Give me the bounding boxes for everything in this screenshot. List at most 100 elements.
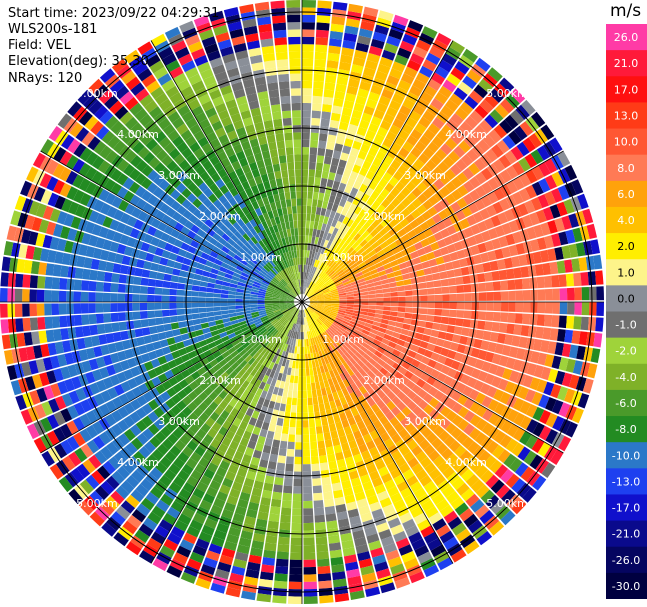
velocity-gate <box>521 278 531 290</box>
velocity-gate <box>157 221 168 232</box>
velocity-gate <box>6 225 17 241</box>
velocity-gate <box>288 176 296 185</box>
velocity-gate <box>127 514 142 529</box>
velocity-gate <box>262 398 270 408</box>
velocity-gate <box>312 88 324 97</box>
velocity-gate <box>324 505 336 515</box>
velocity-gate <box>302 73 313 82</box>
velocity-gate <box>28 231 39 246</box>
velocity-gate <box>210 268 219 275</box>
velocity-gate <box>544 174 558 190</box>
colorbar-tick-label: -26.0 <box>612 554 640 567</box>
velocity-gate <box>272 303 280 306</box>
velocity-gate <box>312 267 317 275</box>
velocity-gate <box>433 425 445 437</box>
velocity-gate <box>317 269 323 277</box>
colorbar-bin <box>606 363 647 391</box>
velocity-gate <box>104 178 116 192</box>
velocity-gate <box>340 114 351 124</box>
velocity-gate <box>456 293 465 302</box>
velocity-gate <box>263 414 272 424</box>
velocity-gate <box>323 294 332 298</box>
velocity-gate <box>544 191 556 206</box>
velocity-gate <box>512 427 526 442</box>
velocity-gate <box>333 489 344 499</box>
velocity-gate <box>485 311 494 321</box>
velocity-gate <box>441 309 450 317</box>
velocity-gate <box>371 200 381 210</box>
velocity-gate <box>482 73 498 88</box>
velocity-gate <box>172 211 182 222</box>
velocity-gate <box>208 193 218 204</box>
velocity-gate <box>148 399 159 411</box>
velocity-gate <box>31 331 40 345</box>
velocity-gate <box>38 262 47 275</box>
velocity-gate <box>363 457 374 467</box>
velocity-gate <box>331 305 340 308</box>
velocity-gate <box>302 332 304 340</box>
velocity-gate <box>215 228 225 237</box>
velocity-gate <box>191 80 205 92</box>
velocity-gate <box>392 349 401 357</box>
velocity-gate <box>336 283 344 289</box>
velocity-gate <box>392 362 402 371</box>
velocity-gate <box>287 304 295 309</box>
velocity-gate <box>130 122 144 136</box>
velocity-gate <box>350 373 359 383</box>
velocity-gate <box>140 353 151 363</box>
velocity-gate <box>230 246 239 255</box>
velocity-gate <box>170 526 185 539</box>
velocity-gate <box>209 411 220 422</box>
velocity-gate <box>229 28 244 39</box>
velocity-gate <box>169 282 178 289</box>
velocity-gate <box>246 470 257 481</box>
velocity-gate <box>343 318 351 323</box>
velocity-gate <box>396 317 405 323</box>
velocity-gate <box>172 328 181 337</box>
velocity-gate <box>350 423 360 433</box>
velocity-gate <box>308 307 314 313</box>
velocity-gate <box>99 403 111 417</box>
velocity-gate <box>516 348 526 360</box>
velocity-gate <box>568 243 579 258</box>
velocity-gate <box>399 445 411 456</box>
velocity-gate <box>236 209 246 219</box>
velocity-gate <box>285 374 291 383</box>
velocity-gate <box>366 370 376 379</box>
velocity-gate <box>294 272 298 281</box>
velocity-gate <box>317 302 325 305</box>
velocity-gate <box>235 427 245 437</box>
velocity-gate <box>439 271 448 280</box>
velocity-gate <box>360 565 375 576</box>
velocity-gate <box>291 315 296 323</box>
velocity-gate <box>477 349 488 361</box>
velocity-gate <box>226 329 235 336</box>
velocity-gate <box>337 348 344 356</box>
velocity-gate <box>255 207 263 217</box>
velocity-gate <box>334 496 345 506</box>
velocity-gate <box>302 427 309 435</box>
velocity-gate <box>388 176 399 187</box>
velocity-gate <box>317 199 323 208</box>
velocity-gate <box>195 538 210 550</box>
velocity-gate <box>368 309 376 314</box>
velocity-gate <box>283 418 290 427</box>
velocity-gate <box>375 150 386 161</box>
velocity-gate <box>309 161 316 170</box>
velocity-gate <box>193 273 202 281</box>
velocity-gate <box>561 215 572 230</box>
velocity-gate <box>358 261 366 269</box>
velocity-gate <box>22 317 31 332</box>
velocity-gate <box>430 265 440 274</box>
velocity-gate <box>291 250 295 259</box>
velocity-gate <box>86 410 98 424</box>
velocity-gate <box>258 372 265 382</box>
velocity-gate <box>394 181 405 192</box>
velocity-gate <box>421 260 431 269</box>
velocity-gate <box>334 196 342 206</box>
velocity-gate <box>493 291 502 301</box>
velocity-gate <box>359 427 369 437</box>
velocity-gate <box>118 274 127 284</box>
velocity-gate <box>577 193 589 210</box>
velocity-gate <box>332 351 339 360</box>
